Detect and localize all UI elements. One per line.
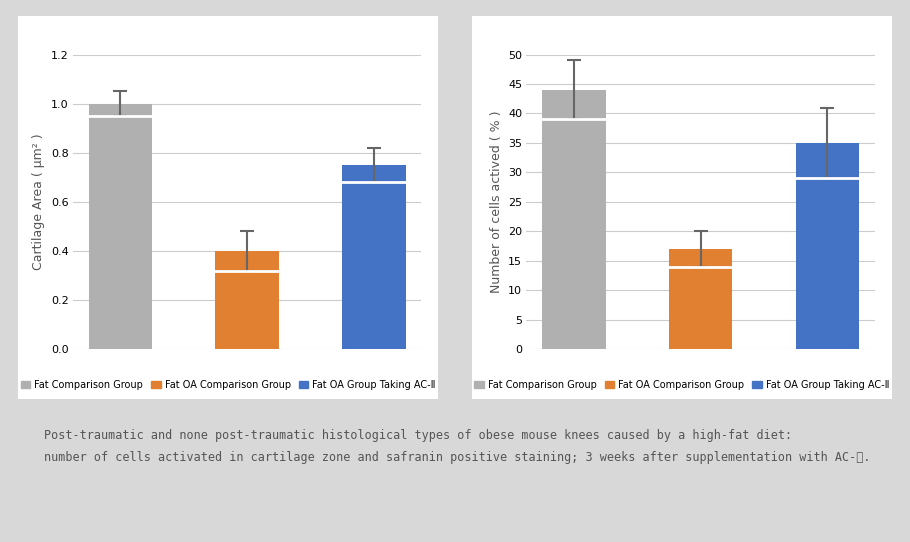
- Text: Post-traumatic and none post-traumatic histological types of obese mouse knees c: Post-traumatic and none post-traumatic h…: [45, 429, 871, 464]
- Legend: Fat Comparison Group, Fat OA Comparison Group, Fat OA Group Taking AC-Ⅱ: Fat Comparison Group, Fat OA Comparison …: [470, 376, 893, 394]
- Legend: Fat Comparison Group, Fat OA Comparison Group, Fat OA Group Taking AC-Ⅱ: Fat Comparison Group, Fat OA Comparison …: [17, 376, 440, 394]
